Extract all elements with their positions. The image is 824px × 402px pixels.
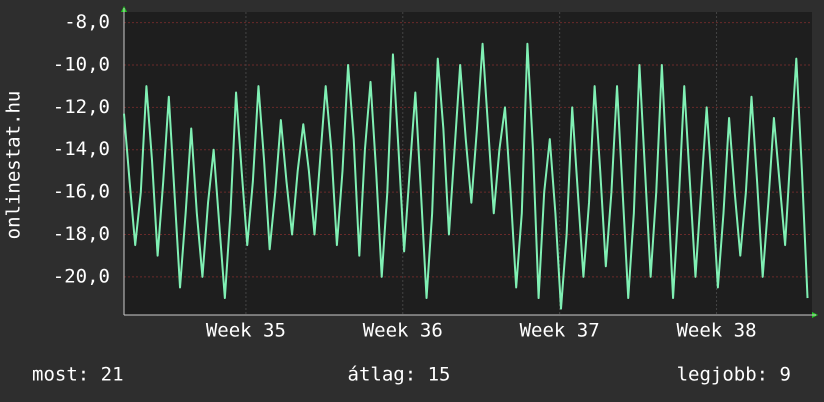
y-tick-label: -12,0: [53, 96, 110, 118]
y-tick-label: -16,0: [53, 181, 110, 203]
y-tick-label: -10,0: [53, 53, 110, 75]
footer-average: átlag: 15: [348, 364, 451, 386]
line-series: [123, 42, 809, 310]
x-tick-label: Week 37: [520, 320, 600, 342]
y-tick-label: -20,0: [53, 265, 110, 287]
y-axis-label: onlinestat.hu: [3, 91, 25, 240]
x-tick-label: Week 38: [676, 320, 756, 342]
y-tick-label: -14,0: [53, 138, 110, 160]
footer-current: most: 21: [32, 364, 124, 386]
footer-best: legjobb: 9: [677, 364, 791, 386]
y-tick-label: -18,0: [53, 223, 110, 245]
y-tick-label: -8,0: [64, 11, 110, 33]
x-tick-label: Week 35: [206, 320, 286, 342]
x-tick-label: Week 36: [363, 320, 443, 342]
